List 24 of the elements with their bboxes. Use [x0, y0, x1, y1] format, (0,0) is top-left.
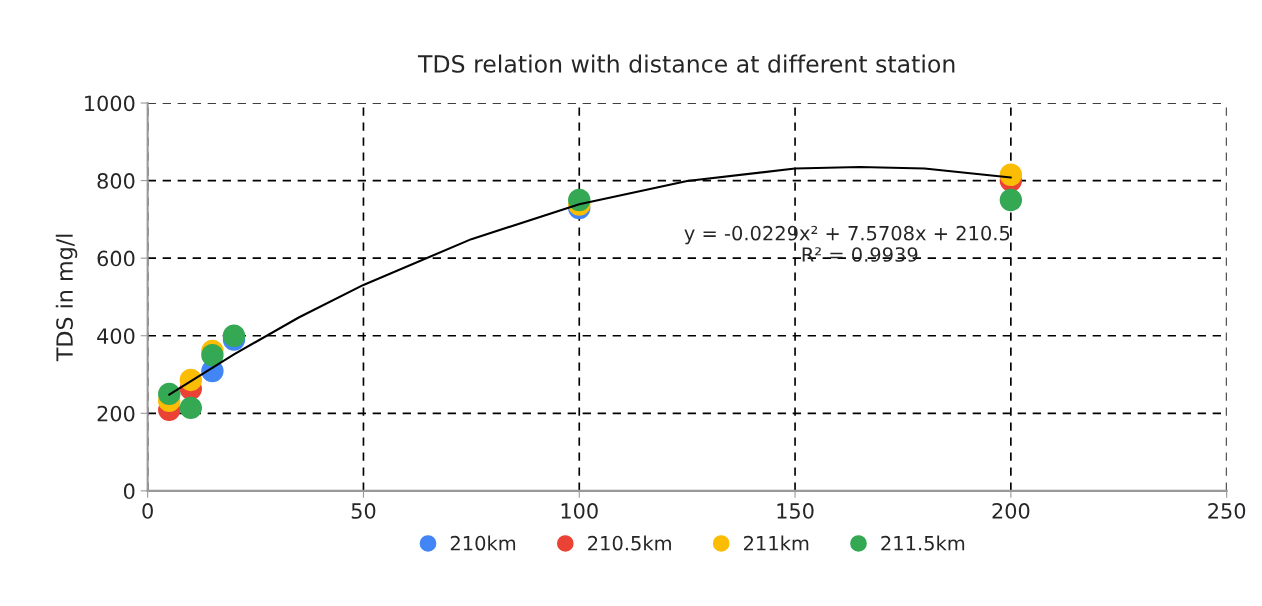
- x-tick-label: 200: [992, 503, 1030, 519]
- annotation: R² = 0.9939: [802, 247, 918, 262]
- y-tick-label: 800: [97, 173, 135, 189]
- point: [999, 163, 1023, 186]
- legend-label: 210km: [450, 535, 516, 551]
- y-tick-label: 0: [123, 483, 135, 500]
- x-tick-label: 250: [1208, 503, 1246, 519]
- legend-label: 211km: [744, 535, 809, 551]
- legend-label: 210.5km: [588, 535, 671, 551]
- point: [999, 188, 1023, 212]
- y-tick-label: 200: [97, 405, 135, 422]
- annotation: y = -0.0229x² + 7.5708x + 210.5: [684, 225, 1010, 245]
- chart-title: TDS relation with distance at different station: [417, 54, 955, 73]
- x-tick-label: 0: [142, 503, 153, 519]
- x-tick-label: 150: [777, 503, 814, 519]
- x-tick-label: 50: [351, 503, 376, 519]
- y-tick-label: 600: [97, 250, 135, 267]
- legend-label: 211.5km: [881, 535, 965, 551]
- y-axis-title: TDS in mg/l: [55, 234, 78, 362]
- point: [179, 396, 203, 420]
- x-tick-label: 100: [561, 503, 598, 519]
- point: [158, 382, 181, 406]
- y-tick-label: 1000: [85, 95, 135, 112]
- y-tick-label: 400: [97, 328, 135, 344]
